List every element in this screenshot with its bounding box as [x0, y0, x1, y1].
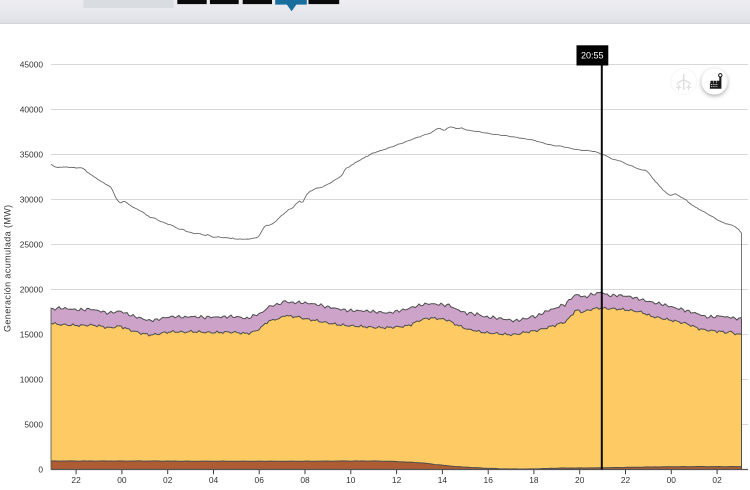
svg-text:16: 16 — [484, 475, 494, 485]
svg-text:08: 08 — [300, 475, 310, 485]
svg-text:04: 04 — [209, 475, 219, 485]
svg-text:45000: 45000 — [20, 60, 44, 70]
svg-text:10000: 10000 — [20, 375, 44, 385]
svg-text:02: 02 — [712, 475, 722, 485]
svg-text:22: 22 — [621, 475, 631, 485]
svg-text:0: 0 — [38, 465, 43, 475]
svg-text:18: 18 — [529, 475, 539, 485]
svg-text:Generación acumulada (MW): Generación acumulada (MW) — [3, 204, 13, 332]
svg-text:14: 14 — [438, 475, 448, 485]
svg-text:10: 10 — [346, 475, 356, 485]
svg-text:25000: 25000 — [20, 240, 44, 250]
svg-text:35000: 35000 — [20, 150, 44, 160]
svg-text:20: 20 — [575, 475, 585, 485]
svg-text:00: 00 — [667, 475, 677, 485]
svg-text:22: 22 — [71, 475, 81, 485]
svg-text:40000: 40000 — [20, 105, 44, 115]
svg-text:15000: 15000 — [20, 330, 44, 340]
svg-text:30000: 30000 — [20, 195, 44, 205]
svg-text:00: 00 — [117, 475, 127, 485]
svg-text:20000: 20000 — [20, 285, 44, 295]
svg-text:5000: 5000 — [24, 420, 43, 430]
svg-text:06: 06 — [255, 475, 265, 485]
svg-text:12: 12 — [392, 475, 402, 485]
svg-text:02: 02 — [163, 475, 173, 485]
svg-text:20:55: 20:55 — [581, 51, 604, 61]
